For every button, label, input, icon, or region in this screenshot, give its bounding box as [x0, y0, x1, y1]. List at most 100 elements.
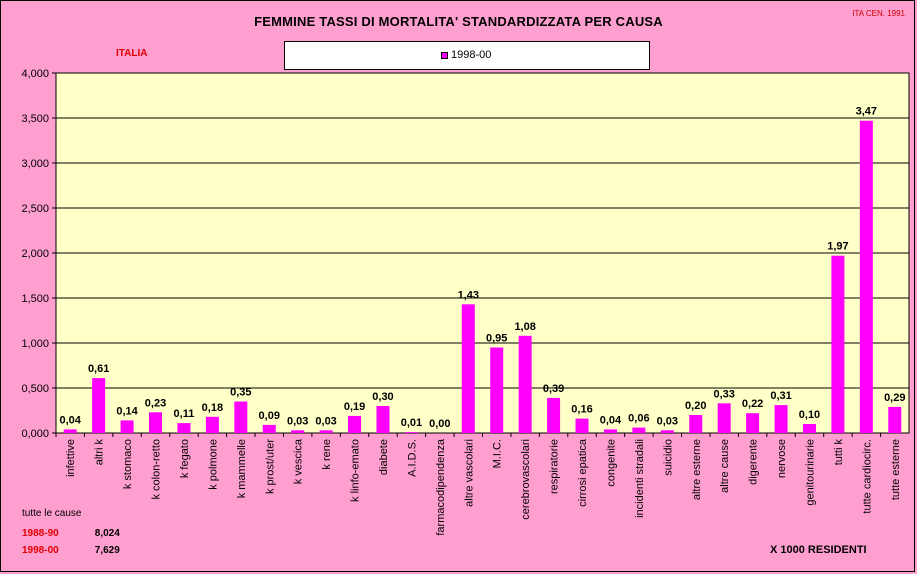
- x-tick-label: k prost/uter: [264, 439, 276, 494]
- data-label: 0,06: [628, 413, 649, 425]
- bar: [404, 432, 418, 433]
- y-tick-label: 2,500: [21, 203, 49, 215]
- data-label: 0,14: [116, 405, 138, 417]
- data-label: 1,08: [514, 321, 535, 333]
- unit-label: X 1000 RESIDENTI: [770, 544, 867, 556]
- bar: [92, 378, 106, 433]
- data-label: 0,19: [344, 401, 365, 413]
- y-tick-label: 4,000: [21, 68, 49, 80]
- x-tick-label: altre cause: [719, 439, 731, 493]
- gridlines: [56, 117, 909, 389]
- data-label: 0,03: [315, 415, 336, 427]
- x-tick-label: cirrosi epatica: [577, 438, 589, 507]
- data-label: 0,09: [259, 410, 280, 422]
- bar: [660, 430, 674, 433]
- legend: 1998-00: [284, 41, 650, 70]
- y-axis-ticks: 0,000 0,500 1,000 1,500 2,000 2,500 3,000 3,500…: [21, 68, 56, 440]
- y-tick-label: 1,500: [21, 293, 49, 305]
- bar: [205, 416, 219, 433]
- x-tick-label: k vescica: [293, 438, 305, 484]
- total-value: 7,629: [94, 545, 120, 556]
- bar: [291, 430, 305, 433]
- bar: [376, 406, 390, 433]
- data-label: 0,23: [145, 397, 166, 409]
- total-value: 8,024: [94, 528, 120, 539]
- chart-title: FEMMINE TASSI DI MORTALITA' STANDARDIZZA…: [254, 14, 663, 29]
- totals-heading: tutte le cause: [22, 508, 82, 519]
- x-tick-label: altri k: [94, 439, 106, 466]
- bar: [490, 347, 504, 433]
- data-label: 0,33: [713, 388, 734, 400]
- bar: [348, 415, 362, 433]
- total-period: 1988-90: [22, 528, 59, 539]
- data-label: 0,31: [770, 390, 791, 402]
- x-tick-label: k stomaco: [122, 439, 134, 489]
- x-tick-label: k fegato: [179, 439, 191, 478]
- bar: [831, 255, 845, 433]
- x-tick-label: tutte cardiocirc.: [861, 439, 873, 514]
- x-tick-label: infettive: [65, 439, 77, 477]
- legend-swatch: [441, 52, 448, 59]
- data-label: 0,20: [685, 400, 706, 412]
- x-tick-label: altre esterne: [691, 439, 703, 500]
- x-tick-label: k rene: [321, 439, 333, 470]
- data-label: 1,43: [458, 289, 479, 301]
- bar: [63, 429, 77, 433]
- x-tick-label: k polmone: [207, 439, 219, 490]
- x-tick-label: diabete: [378, 439, 390, 475]
- data-label: 0,04: [60, 414, 82, 426]
- total-row: 1988-90 8,024: [22, 528, 120, 539]
- bar: [234, 401, 248, 433]
- data-label: 0,22: [742, 398, 763, 410]
- bar: [547, 397, 561, 433]
- x-tick-label: genitourinarie: [804, 439, 816, 506]
- bar: [689, 415, 703, 433]
- data-label: 0,30: [372, 391, 393, 403]
- x-tick-label: k colon-retto: [151, 439, 163, 500]
- bar: [632, 427, 646, 433]
- x-tick-label: congenite: [605, 439, 617, 487]
- x-tick-label: cerebrovascolari: [520, 439, 532, 520]
- bar: [603, 429, 617, 433]
- data-label: 0,16: [571, 404, 592, 416]
- data-label: 0,35: [230, 387, 251, 399]
- x-tick-label: M.I.C.: [492, 439, 504, 468]
- x-tick-label: digerente: [748, 439, 760, 485]
- data-label: 0,03: [287, 415, 308, 427]
- x-tick-label: nervose: [776, 439, 788, 478]
- data-label: 0,39: [543, 383, 564, 395]
- data-label: 0,95: [486, 333, 507, 345]
- x-tick-label: tutte esterne: [890, 439, 902, 500]
- census-note: ITA CEN. 1991: [852, 9, 905, 18]
- data-label: 0,29: [884, 392, 905, 404]
- x-tick-label: A.I.D.S.: [406, 439, 418, 477]
- data-label: 0,00: [429, 418, 450, 430]
- bar: [149, 412, 163, 433]
- total-period: 1998-00: [22, 545, 59, 556]
- bars: [63, 120, 902, 433]
- y-tick-label: 3,000: [21, 158, 49, 170]
- bar: [518, 335, 532, 433]
- y-tick-label: 0,500: [21, 383, 49, 395]
- x-tick-label: respiratorie: [549, 439, 561, 494]
- x-tick-label: suicidio: [662, 439, 674, 476]
- x-tick-label: tutti k: [833, 439, 845, 466]
- data-label: 0,18: [202, 402, 223, 414]
- data-label: 0,01: [401, 417, 422, 429]
- bar: [120, 420, 134, 433]
- data-label: 1,97: [827, 241, 848, 253]
- data-label: 0,04: [600, 414, 622, 426]
- x-tick-label: incidenti stradali: [634, 439, 646, 518]
- data-labels: 0,04 0,61 0,14 0,23 0,11 0,18 0,35 0,09 0,03 0,03…: [60, 106, 906, 430]
- data-label: 3,47: [856, 106, 877, 118]
- y-tick-label: 0,000: [21, 428, 49, 440]
- data-label: 0,10: [799, 409, 820, 421]
- bar: [859, 120, 873, 433]
- x-tick-label: altre vascolari: [463, 439, 475, 507]
- bar: [319, 430, 333, 433]
- x-axis-labels: infettive altri k k stomaco k colon-retto k …: [55, 433, 902, 536]
- y-tick-label: 2,000: [21, 248, 49, 260]
- legend-label: 1998-00: [451, 49, 492, 61]
